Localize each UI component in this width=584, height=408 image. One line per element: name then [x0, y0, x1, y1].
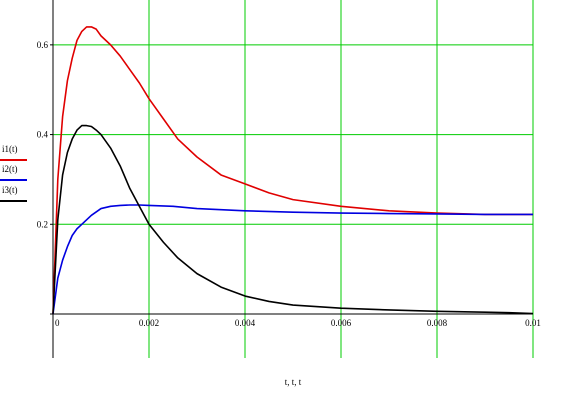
legend-label: i2(t) [2, 164, 18, 174]
x-tick-label: 0.01 [525, 318, 541, 328]
tick-labels: 0.2 0.4 0.6 0 0.002 0.004 0.006 0.008 0.01 [37, 40, 541, 328]
legend-label: i1(t) [2, 144, 18, 154]
x-tick-label: 0.004 [235, 318, 256, 328]
x-tick-label: 0.006 [331, 318, 352, 328]
x-tick-label: 0.008 [427, 318, 448, 328]
x-tick-label: 0 [55, 318, 60, 328]
y-tick-label: 0.4 [37, 130, 49, 140]
y-tick-label: 0.6 [37, 40, 49, 50]
y-tick-label: 0.2 [37, 219, 48, 229]
x-tick-label: 0.002 [139, 318, 159, 328]
series-line-i1t [52, 26, 533, 315]
series-line-i2t [52, 204, 533, 315]
series-line-i3t [52, 124, 534, 315]
legend-label: i3(t) [2, 185, 18, 195]
legend: i1(t) i2(t) i3(t) [0, 144, 27, 202]
series-lines [52, 26, 534, 315]
grid [53, 0, 534, 358]
x-axis-title: t, t, t [285, 377, 302, 387]
